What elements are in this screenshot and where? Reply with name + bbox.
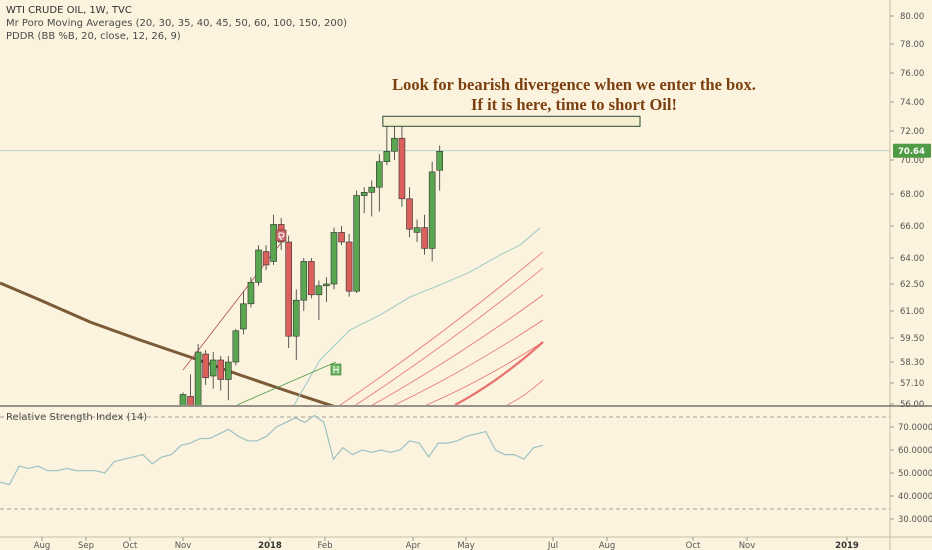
candle-body (330, 232, 338, 285)
price-tick-label: 70.00 (900, 156, 924, 166)
candle-body (421, 227, 428, 249)
candle-body (285, 241, 293, 337)
candle-body (247, 281, 255, 305)
time-tick-label: Sep (78, 541, 94, 550)
candle-body (209, 359, 217, 377)
axes: 80.00 78.00 76.00 74.00 72.00 70.00 68.00 66.00… (34, 12, 932, 550)
price-tick-label: 76.00 (900, 69, 924, 79)
r-marker-icon (275, 229, 287, 242)
annotation-line-1: Look for bearish divergence when we ente… (392, 75, 756, 94)
time-tick-label: Feb (317, 541, 332, 550)
time-tick-label: Nov (739, 541, 756, 550)
rsi-tick-label: 70.0000 (898, 423, 932, 433)
rsi-tick-label: 60.0000 (898, 446, 932, 456)
time-tick-label: Oct (123, 541, 138, 550)
candle-body (187, 396, 194, 405)
chart-legend: WTI CRUDE OIL, 1W, TVC Mr Poro Moving Av… (6, 4, 347, 43)
candle-body (194, 351, 202, 405)
chart-annotation: Look for bearish divergence when we ente… (364, 75, 784, 115)
time-tick-label: 2018 (258, 541, 282, 550)
time-tick-label: Aug (34, 541, 51, 550)
rsi-tick-label: 40.0000 (898, 492, 932, 502)
time-tick-label: 2019 (835, 541, 859, 550)
symbol-title[interactable]: WTI CRUDE OIL, 1W, TVC (6, 5, 132, 16)
rsi-title[interactable]: Relative Strength Index (14) (6, 412, 148, 423)
candle-body (300, 261, 308, 301)
price-tick-label: 66.00 (900, 222, 924, 232)
candle-body (308, 261, 315, 296)
rsi-panel (0, 414, 890, 510)
candle-body (262, 251, 270, 266)
price-tick-label: 68.00 (900, 190, 924, 200)
rsi-tick-label: 30.0000 (898, 515, 932, 525)
ma-red-line-4 (425, 341, 544, 405)
ma-indicator-label[interactable]: Mr Poro Moving Averages (20, 30, 35, 40,… (6, 18, 348, 29)
r-marker-glyph (278, 232, 285, 241)
ma-red-line-5 (454, 341, 544, 405)
candle-body (391, 137, 398, 152)
time-tick-label: Nov (175, 541, 192, 550)
price-tick-label: 78.00 (900, 40, 924, 50)
candle-body (323, 283, 330, 287)
pddr-indicator-label[interactable]: PDDR (BB %B, 20, close, 12, 26, 9) (6, 31, 181, 42)
current-price-label: 70.64 (898, 147, 925, 157)
price-tick-label: 58.30 (900, 358, 924, 368)
candle-body (383, 151, 391, 163)
candle-body (202, 353, 209, 379)
price-tick-label: 72.00 (900, 127, 924, 137)
rsi-line (0, 414, 544, 486)
current-price-badge (893, 143, 931, 158)
candle-body (413, 227, 421, 233)
price-tick-label: 74.00 (900, 98, 924, 108)
candle-body (406, 198, 413, 230)
ma-red-line-3 (393, 319, 544, 405)
candle-body (315, 285, 323, 296)
candle-body (353, 195, 360, 292)
ma-red-line-2 (371, 294, 544, 405)
moving-averages (0, 227, 544, 405)
candle-body (338, 232, 345, 243)
trend-line-lower (236, 361, 337, 405)
price-tick-label: 59.50 (900, 334, 924, 344)
candle-body (255, 249, 262, 283)
rsi-tick-label: 50.0000 (898, 469, 932, 479)
time-tick-label: Apr (406, 541, 421, 550)
annotation-line-2: If it is here, time to short Oil! (471, 95, 677, 114)
ma-red-line-1 (355, 267, 544, 405)
candle-body (345, 241, 353, 292)
price-tick-label: 80.00 (900, 12, 924, 22)
price-tick-label: 62.50 (900, 280, 924, 290)
time-tick-label: Oct (686, 541, 701, 550)
candle-body (240, 303, 247, 330)
candle-body (368, 186, 376, 193)
candle-body (270, 224, 277, 262)
candle-body (360, 192, 368, 196)
candle-body (428, 171, 436, 249)
ma-red-line-6 (506, 379, 544, 405)
ma-20-line (293, 227, 541, 405)
time-tick-label: Aug (599, 541, 616, 550)
time-tick-label: May (457, 541, 475, 550)
ma-red-line-0 (339, 251, 544, 405)
h-marker-glyph (333, 366, 339, 373)
target-box (382, 115, 641, 127)
price-tick-label: 64.00 (900, 254, 924, 264)
price-tick-label: 56.00 (900, 400, 924, 410)
candle-body (225, 361, 232, 380)
candle-body (217, 359, 225, 380)
candle-body (232, 330, 240, 363)
candle-body (179, 394, 187, 405)
candle-body (375, 161, 383, 188)
time-tick-label: Jul (547, 541, 558, 550)
candle-body (292, 299, 300, 337)
candlesticks (179, 115, 641, 405)
candle-body (398, 137, 406, 200)
price-tick-label: 61.00 (900, 307, 924, 317)
price-tick-label: 57.10 (900, 379, 924, 389)
ma-200-line (0, 281, 335, 405)
candle-body (436, 151, 444, 171)
